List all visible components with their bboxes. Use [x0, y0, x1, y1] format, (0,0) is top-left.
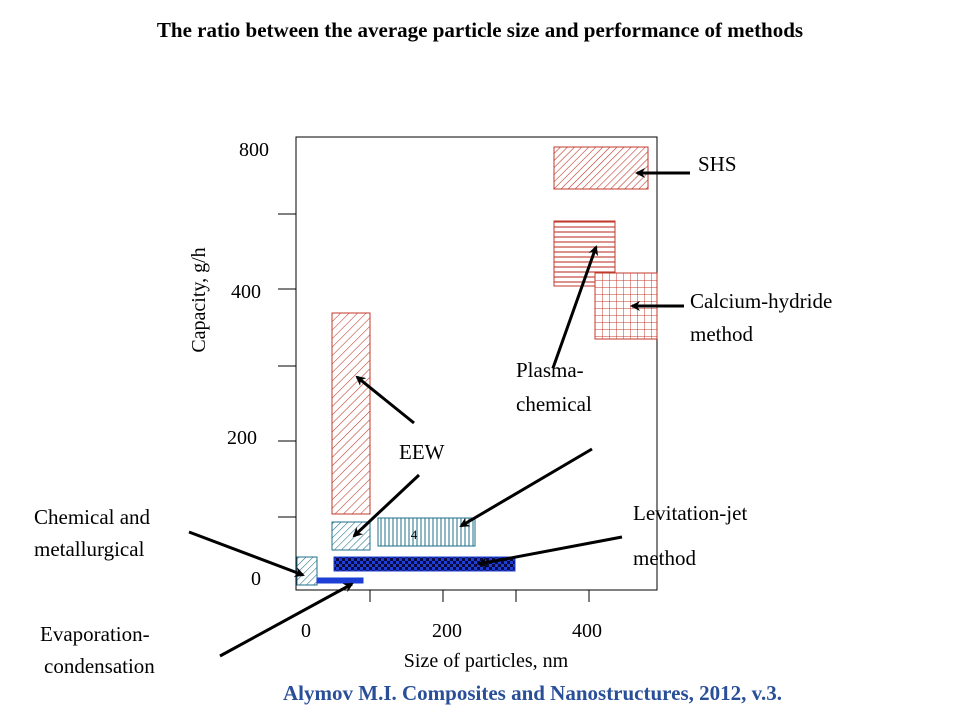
label-calcium-line1: Calcium-hydride — [690, 289, 832, 313]
arrow-evaporation-condensation — [219, 582, 354, 658]
label-calcium-line2: method — [690, 322, 753, 346]
y-tick-label: 0 — [251, 568, 261, 590]
x-tick-label: 400 — [572, 620, 602, 642]
label-levitation-jet: Levitation-jet method — [633, 501, 753, 570]
label-evaporation-condensation: Evaporation- condensation — [40, 622, 155, 678]
label-shs: SHS — [698, 152, 737, 176]
label-eew: EEW — [399, 440, 445, 464]
inner-mark: 4 — [411, 527, 418, 542]
chart-title: The ratio between the average particle s… — [156, 18, 804, 42]
arrow-plasma-chemical — [551, 245, 599, 369]
citation: Alymov M.I. Composites and Nanostructure… — [283, 681, 782, 705]
y-ticks — [278, 213, 296, 518]
arrow-eew-upper — [355, 375, 415, 425]
arrow-levitation-jet — [477, 535, 623, 568]
label-plasma-line2: chemical — [516, 392, 592, 416]
arrow-levitation-upper — [459, 447, 593, 528]
bar-levitation-upper — [377, 517, 476, 547]
bar-chemical-metallurgical — [296, 556, 318, 586]
label-plasma-line1: Plasma- — [516, 358, 584, 382]
x-axis-label: Size of particles, nm — [404, 650, 569, 672]
x-tick-label: 200 — [432, 620, 462, 642]
bar-levitation-jet — [333, 556, 516, 572]
arrow-chemical-metallurgical — [188, 530, 305, 577]
label-levitation-line2: method — [633, 546, 696, 570]
plot-area — [295, 136, 658, 591]
label-levitation-line1: Levitation-jet — [633, 501, 747, 525]
x-ticks — [369, 590, 590, 602]
annotation-arrows — [188, 168, 690, 658]
y-tick-label: 400 — [231, 281, 261, 303]
label-plasma-chemical: Plasma- chemical — [516, 358, 592, 416]
y-tick-label: 800 — [239, 139, 269, 161]
y-axis-label: Capacity, g/h — [188, 247, 210, 352]
label-evap-line1: Evaporation- — [40, 622, 150, 646]
label-chemical-line1: Chemical and — [34, 505, 151, 529]
x-tick-label: 0 — [301, 620, 311, 642]
y-tick-label: 200 — [227, 427, 257, 449]
arrow-eew-lower — [352, 473, 421, 538]
bar-evaporation-condensation — [316, 577, 364, 584]
label-chemical-metallurgical: Chemical and metallurgical — [34, 505, 155, 561]
label-chemical-line2: metallurgical — [34, 537, 145, 561]
bar-eew — [331, 312, 371, 515]
label-calcium-hydride: Calcium-hydride method — [690, 289, 838, 346]
label-evap-line2: condensation — [44, 654, 155, 678]
bar-shs — [553, 146, 649, 190]
